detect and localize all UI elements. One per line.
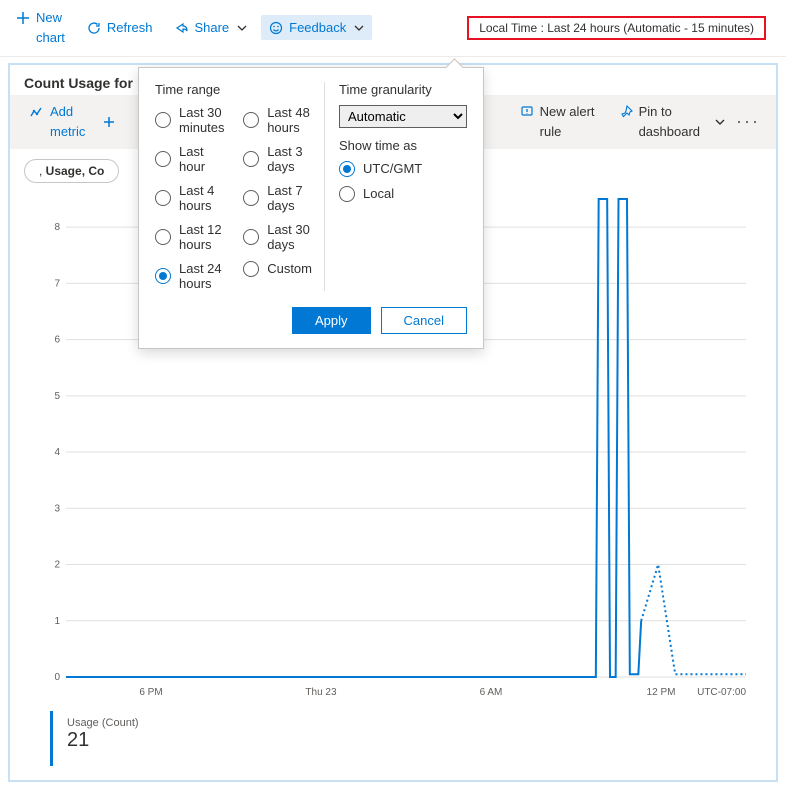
cancel-button[interactable]: Cancel (381, 307, 467, 334)
chevron-down-icon (237, 23, 247, 33)
metrics-panel: Count Usage for Add metric New alert rul… (8, 63, 778, 783)
refresh-button[interactable]: Refresh (79, 15, 161, 40)
alert-line2: rule (540, 125, 562, 139)
radio-dot-icon (155, 151, 171, 167)
legend-value: 21 (67, 729, 748, 752)
radio-option[interactable]: Last 30 minutes (155, 105, 225, 135)
radio-label: UTC/GMT (363, 161, 422, 176)
svg-text:8: 8 (54, 222, 60, 233)
plus-icon (16, 11, 30, 25)
apply-button[interactable]: Apply (292, 307, 371, 334)
radio-label: Last 3 days (267, 144, 312, 174)
radio-option[interactable]: Last 3 days (243, 144, 312, 174)
top-toolbar: New chart Refresh Share Feedback Local T… (0, 0, 786, 57)
legend-label: Usage (Count) (67, 717, 748, 729)
radio-dot-icon (243, 112, 259, 128)
radio-label: Local (363, 186, 394, 201)
svg-text:6 PM: 6 PM (139, 687, 162, 698)
metric-chip[interactable]: , Usage, Co (24, 159, 119, 183)
feedback-label: Feedback (289, 20, 346, 35)
add-metric-line2: metric (50, 125, 85, 139)
feedback-button[interactable]: Feedback (261, 15, 372, 40)
time-range-col2: Last 48 hours Last 3 days Last 7 days Last … (243, 105, 312, 277)
new-alert-rule-button[interactable]: New alert rule (510, 99, 605, 146)
time-range-popover: Time range Last 30 minutesLast hourLast … (138, 67, 484, 349)
svg-text:Thu 23: Thu 23 (305, 687, 337, 698)
add-metric-line1: Add (50, 105, 73, 119)
radio-dot-icon (243, 151, 259, 167)
svg-text:4: 4 (54, 447, 60, 458)
show-time-list: UTC/GMT Local (339, 161, 467, 202)
svg-text:2: 2 (54, 560, 60, 571)
pin-icon (619, 105, 633, 119)
radio-dot-icon (243, 190, 259, 206)
radio-dot-icon (155, 229, 171, 245)
chip-prefix: , (39, 164, 46, 178)
radio-label: Last hour (179, 144, 225, 174)
radio-option[interactable]: Local (339, 186, 467, 202)
radio-option[interactable]: Last 24 hours (155, 261, 225, 291)
svg-text:7: 7 (54, 279, 60, 290)
alert-line1: New alert (540, 105, 595, 119)
add-metric-button[interactable]: Add metric (20, 99, 95, 146)
svg-text:6 AM: 6 AM (480, 687, 503, 698)
alert-icon (520, 105, 534, 119)
radio-label: Last 24 hours (179, 261, 225, 291)
radio-dot-icon (155, 112, 171, 128)
radio-option[interactable]: Last 30 days (243, 222, 312, 252)
radio-dot-icon (339, 161, 355, 177)
radio-dot-icon (243, 261, 259, 277)
pin-line2: dashboard (639, 125, 700, 139)
smiley-icon (269, 21, 283, 35)
radio-label: Custom (267, 261, 312, 276)
add-filter-icon[interactable] (99, 116, 119, 128)
radio-label: Last 30 minutes (179, 105, 225, 135)
radio-option[interactable]: Last 4 hours (155, 183, 225, 213)
time-range-pill[interactable]: Local Time : Last 24 hours (Automatic - … (467, 16, 766, 40)
svg-text:UTC-07:00: UTC-07:00 (697, 687, 746, 698)
radio-option[interactable]: Last 48 hours (243, 105, 312, 135)
chip-bold: Usage, Co (46, 164, 105, 178)
time-range-col1: Last 30 minutes Last hour Last 4 hours Last… (155, 105, 225, 291)
svg-text:1: 1 (54, 616, 60, 627)
radio-label: Last 7 days (267, 183, 312, 213)
radio-dot-icon (243, 229, 259, 245)
share-icon (174, 21, 188, 35)
chart-legend: Usage (Count) 21 (50, 711, 762, 766)
new-chart-label-line2: chart (36, 31, 65, 45)
pin-dashboard-button[interactable]: Pin to dashboard (609, 99, 710, 146)
refresh-icon (87, 21, 101, 35)
time-range-heading: Time range (155, 82, 225, 97)
radio-label: Last 4 hours (179, 183, 225, 213)
more-button[interactable]: ··· (730, 111, 766, 132)
radio-label: Last 30 days (267, 222, 312, 252)
new-chart-label-line1: New (36, 11, 62, 25)
svg-text:5: 5 (54, 391, 60, 402)
svg-text:3: 3 (54, 504, 60, 515)
svg-text:12 PM: 12 PM (647, 687, 676, 698)
chevron-down-icon (354, 23, 364, 33)
show-time-heading: Show time as (339, 138, 467, 153)
pin-line1: Pin to (639, 105, 672, 119)
radio-label: Last 48 hours (267, 105, 312, 135)
new-chart-button[interactable]: New chart (8, 6, 73, 50)
metric-icon (30, 105, 44, 119)
svg-text:0: 0 (54, 672, 60, 683)
granularity-select[interactable]: Automatic (339, 105, 467, 128)
share-button[interactable]: Share (166, 15, 255, 40)
svg-text:6: 6 (54, 335, 60, 346)
radio-dot-icon (155, 268, 171, 284)
radio-dot-icon (339, 186, 355, 202)
granularity-heading: Time granularity (339, 82, 467, 97)
radio-option[interactable]: Last 12 hours (155, 222, 225, 252)
radio-option[interactable]: Custom (243, 261, 312, 277)
radio-dot-icon (155, 190, 171, 206)
radio-option[interactable]: UTC/GMT (339, 161, 467, 177)
refresh-label: Refresh (107, 20, 153, 35)
radio-option[interactable]: Last hour (155, 144, 225, 174)
radio-option[interactable]: Last 7 days (243, 183, 312, 213)
chevron-down-icon[interactable] (714, 116, 726, 128)
share-label: Share (194, 20, 229, 35)
radio-label: Last 12 hours (179, 222, 225, 252)
